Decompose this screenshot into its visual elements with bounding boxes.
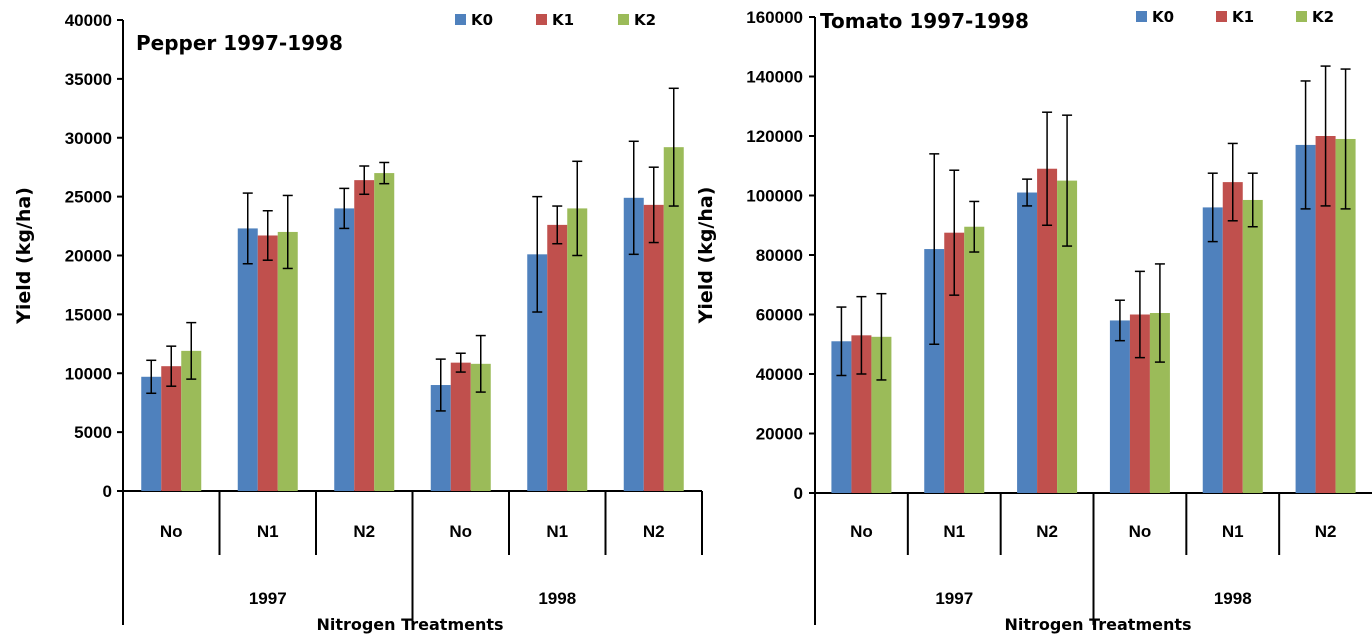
bar-k2 xyxy=(277,231,298,491)
bar-k2 xyxy=(1335,138,1356,493)
x-tick-label: N2 xyxy=(353,522,375,541)
bar-k0 xyxy=(1109,320,1130,493)
y-tick-label: 0 xyxy=(103,482,112,501)
x-tick-label: N2 xyxy=(643,522,665,541)
bar-k0 xyxy=(831,341,852,493)
x-axis-title: Nitrogen Treatments xyxy=(316,615,503,634)
y-tick-label: 15000 xyxy=(65,305,112,324)
x-group-label: 1997 xyxy=(249,589,287,608)
y-tick-label: 140000 xyxy=(746,68,803,87)
x-axis-title: Nitrogen Treatments xyxy=(1004,615,1191,634)
legend-swatch-k0 xyxy=(1136,11,1147,22)
y-tick-label: 80000 xyxy=(756,246,803,265)
legend-label: K0 xyxy=(471,11,493,29)
bar-k1 xyxy=(1037,168,1058,493)
bar-k2 xyxy=(567,208,588,491)
bar-k1 xyxy=(1129,314,1150,493)
bar-k1 xyxy=(354,180,375,491)
bar-k2 xyxy=(871,336,892,493)
bar-k0 xyxy=(237,228,258,492)
x-tick-label: No xyxy=(850,522,873,541)
legend-label: K0 xyxy=(1152,8,1174,26)
bar-k1 xyxy=(547,224,568,491)
bar-k1 xyxy=(1315,136,1336,493)
x-group-label: 1997 xyxy=(935,589,973,608)
bar-k1 xyxy=(161,366,182,491)
bar-k0 xyxy=(334,208,355,491)
bar-k2 xyxy=(1057,180,1078,493)
bar-k2 xyxy=(663,147,684,492)
y-tick-label: 30000 xyxy=(65,129,112,148)
x-group-label: 1998 xyxy=(538,589,576,608)
chart-title: Pepper 1997-1998 xyxy=(136,31,343,55)
y-axis-title: Yield (kg/ha) xyxy=(695,187,717,325)
bar-k0 xyxy=(527,254,548,491)
x-group-label: 1998 xyxy=(1214,589,1252,608)
bar-k1 xyxy=(450,362,471,491)
chart-pepper: 0 5000 10000 15000 20000 25000 30000 35000 40000… xyxy=(13,11,703,634)
bar-k2 xyxy=(470,363,491,491)
bar-k0 xyxy=(924,249,945,493)
y-tick-label: 60000 xyxy=(756,306,803,325)
bar-k2 xyxy=(1242,199,1263,493)
y-tick-label: 35000 xyxy=(65,70,112,89)
bar-k2 xyxy=(181,350,202,491)
y-tick-label: 20000 xyxy=(65,247,112,266)
y-tick-label: 40000 xyxy=(65,11,112,30)
x-tick-label: N1 xyxy=(546,522,568,541)
x-tick-label: No xyxy=(449,522,472,541)
y-tick-label: 0 xyxy=(794,484,803,503)
legend-label: K2 xyxy=(1312,8,1334,26)
chart-tomato: 0 20000 40000 60000 80000 100000 120000 140000 1… xyxy=(695,8,1372,634)
y-tick-label: 25000 xyxy=(65,188,112,207)
chart-title: Tomato 1997-1998 xyxy=(820,9,1029,33)
x-tick-label: N1 xyxy=(943,522,965,541)
legend-label: K1 xyxy=(552,11,574,29)
x-tick-label: N2 xyxy=(1036,522,1058,541)
bar-k2 xyxy=(964,226,985,494)
y-axis-title: Yield (kg/ha) xyxy=(13,187,35,325)
legend-swatch-k1 xyxy=(1216,11,1227,22)
bar-k2 xyxy=(374,173,395,491)
x-tick-label: N2 xyxy=(1315,522,1337,541)
y-tick-label: 40000 xyxy=(756,365,803,384)
y-tick-label: 120000 xyxy=(746,127,803,146)
y-tick-label: 20000 xyxy=(756,425,803,444)
bar-k0 xyxy=(141,376,162,491)
bar-k1 xyxy=(1222,182,1243,494)
x-tick-label: No xyxy=(1129,522,1152,541)
x-tick-label: N1 xyxy=(257,522,279,541)
bar-k0 xyxy=(623,197,644,492)
legend-swatch-k0 xyxy=(455,14,466,25)
bar-k1 xyxy=(643,204,664,491)
bar-k1 xyxy=(257,235,278,491)
y-tick-label: 160000 xyxy=(746,8,803,27)
x-tick-label: No xyxy=(160,522,183,541)
legend-swatch-k2 xyxy=(1296,11,1307,22)
bar-k1 xyxy=(944,232,965,493)
legend-label: K1 xyxy=(1232,8,1254,26)
legend-label: K2 xyxy=(634,11,656,29)
y-tick-label: 100000 xyxy=(746,187,803,206)
x-tick-label: N1 xyxy=(1222,522,1244,541)
bar-k2 xyxy=(1149,313,1170,493)
bar-k0 xyxy=(1295,144,1316,494)
y-tick-label: 10000 xyxy=(65,364,112,383)
legend-swatch-k1 xyxy=(536,14,547,25)
bar-k0 xyxy=(1202,207,1223,493)
legend-swatch-k2 xyxy=(618,14,629,25)
y-tick-label: 5000 xyxy=(74,423,112,442)
bar-k0 xyxy=(1017,192,1038,493)
